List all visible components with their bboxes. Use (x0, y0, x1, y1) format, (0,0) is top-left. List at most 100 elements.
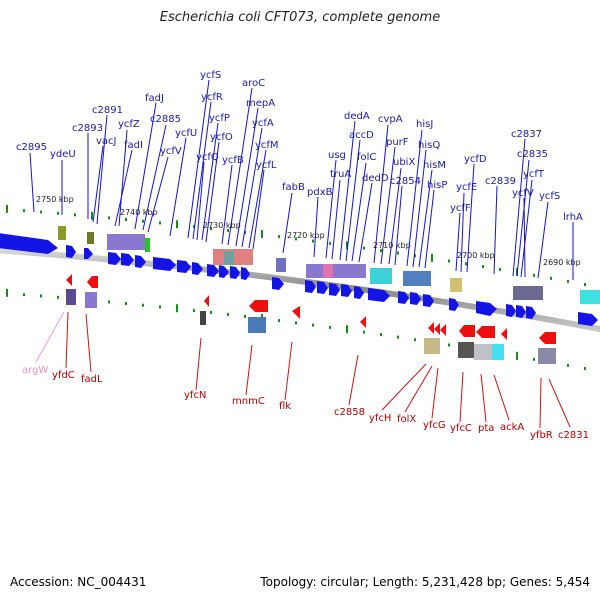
forward-gene-arrow (410, 292, 421, 305)
reverse-gene-arrow (66, 274, 72, 286)
reverse-leaders (35, 311, 571, 429)
gene-label: ycfM (255, 140, 279, 151)
reverse-labels: argW yfdC fadL yfcN mnmC flk c2858 yfcH … (22, 365, 589, 441)
scale-tick (329, 325, 331, 329)
gene-label: ycfO (210, 132, 233, 143)
forward-gene-arrow (219, 265, 229, 278)
gene-label: truA (330, 169, 351, 180)
forward-leaders (29, 79, 574, 280)
kbp-label: 2700 kbp (457, 251, 495, 260)
gene-label: yfcG (423, 420, 446, 431)
gene-label: ycfU (175, 128, 197, 139)
scale-tick (465, 262, 467, 266)
reverse-gene-arrow (292, 306, 300, 319)
scale-tick (533, 273, 535, 277)
gene-label: c2885 (150, 114, 181, 125)
forward-gene-arrow (66, 245, 76, 258)
gene-label: flk (279, 401, 291, 412)
scale-tick (278, 319, 280, 323)
gene-label: yfcN (184, 390, 206, 401)
scale-tick (533, 357, 535, 361)
scale-tick (244, 230, 246, 234)
gene-label: c2858 (334, 407, 365, 418)
forward-gene-arrow (305, 280, 316, 293)
kbp-label: 2730 kbp (203, 221, 241, 230)
scale-tick (193, 225, 195, 229)
scale-tick (176, 220, 178, 229)
forward-gene-arrow (153, 257, 176, 271)
scale-tick (363, 246, 365, 250)
scale-tick (40, 210, 42, 214)
gene-label: ycfT (523, 169, 545, 180)
forward-gene-arrow (0, 233, 58, 254)
gene-label: ycfQ (196, 152, 219, 163)
genome-summary-text: Topology: circular; Length: 5,231,428 bp… (260, 575, 590, 589)
scale-tick (40, 294, 42, 298)
reverse-gene-arrow (204, 295, 209, 307)
forward-gene-arrow (84, 248, 93, 259)
forward-gene-arrow (578, 312, 598, 326)
forward-gene-arrow (354, 286, 364, 299)
scale-tick (499, 267, 501, 271)
scale-tick (584, 367, 586, 371)
gene-label: pdxB (307, 187, 333, 198)
gene-label: ycfV (160, 146, 182, 157)
scale-tick (91, 211, 93, 220)
gene-label: ycfR (201, 92, 223, 103)
gene-label: accD (349, 130, 374, 141)
gene-label: ycfL (256, 160, 277, 171)
scale-tick (23, 209, 25, 213)
forward-features (58, 226, 600, 304)
gene-label: ycfS (200, 70, 221, 81)
gene-label: fadJ (145, 93, 164, 104)
gene-label: ubiX (393, 157, 415, 168)
gene-label: fadI (124, 140, 143, 151)
gene-label: ycfB (222, 155, 244, 166)
reverse-gene-arrow (434, 323, 440, 335)
gene-label: folC (357, 152, 376, 163)
gene-label: argW (22, 365, 48, 376)
scale-tick (346, 325, 348, 334)
scale-tick (312, 239, 314, 243)
kbp-label: 2710 kbp (373, 241, 411, 250)
scale-tick (414, 338, 416, 342)
forward-gene-arrow (506, 304, 516, 317)
scale-tick (142, 303, 144, 307)
gene-label: cvpA (378, 114, 403, 125)
forward-gene-arrow (449, 298, 459, 311)
scale-tick (176, 304, 178, 313)
scale-tick (448, 259, 450, 263)
gene-label: aroC (242, 78, 265, 89)
forward-gene-arrow (329, 283, 340, 296)
scale-tick (363, 330, 365, 334)
scale-tick (278, 235, 280, 239)
gene-label: yfcH (369, 413, 391, 424)
scale-tick (125, 218, 127, 222)
scale-tick (397, 335, 399, 339)
forward-gene-arrow (476, 301, 497, 316)
scale-tick (227, 228, 229, 232)
gene-label: c2837 (511, 129, 542, 140)
gene-label: purF (386, 137, 409, 148)
forward-gene-arrow (230, 266, 240, 279)
gene-label: c2854 (390, 176, 421, 187)
scale-tick (6, 204, 8, 213)
gene-label: folX (397, 414, 416, 425)
scale-tick (516, 351, 518, 360)
reverse-gene-arrow (539, 332, 556, 344)
scale-tick (23, 293, 25, 297)
gene-label: c2835 (517, 149, 548, 160)
scale-tick (57, 295, 59, 299)
forward-gene-arrow (368, 288, 390, 302)
scale-tick (244, 314, 246, 318)
reverse-features (66, 289, 556, 364)
scale-tick (414, 254, 416, 258)
scale-tick (312, 323, 314, 327)
scale-tick (380, 333, 382, 337)
scale-tick (108, 216, 110, 220)
scale-tick (567, 363, 569, 367)
forward-gene-arrow (207, 264, 219, 277)
scale-tick (397, 251, 399, 255)
gene-label: yfbR (530, 430, 553, 441)
